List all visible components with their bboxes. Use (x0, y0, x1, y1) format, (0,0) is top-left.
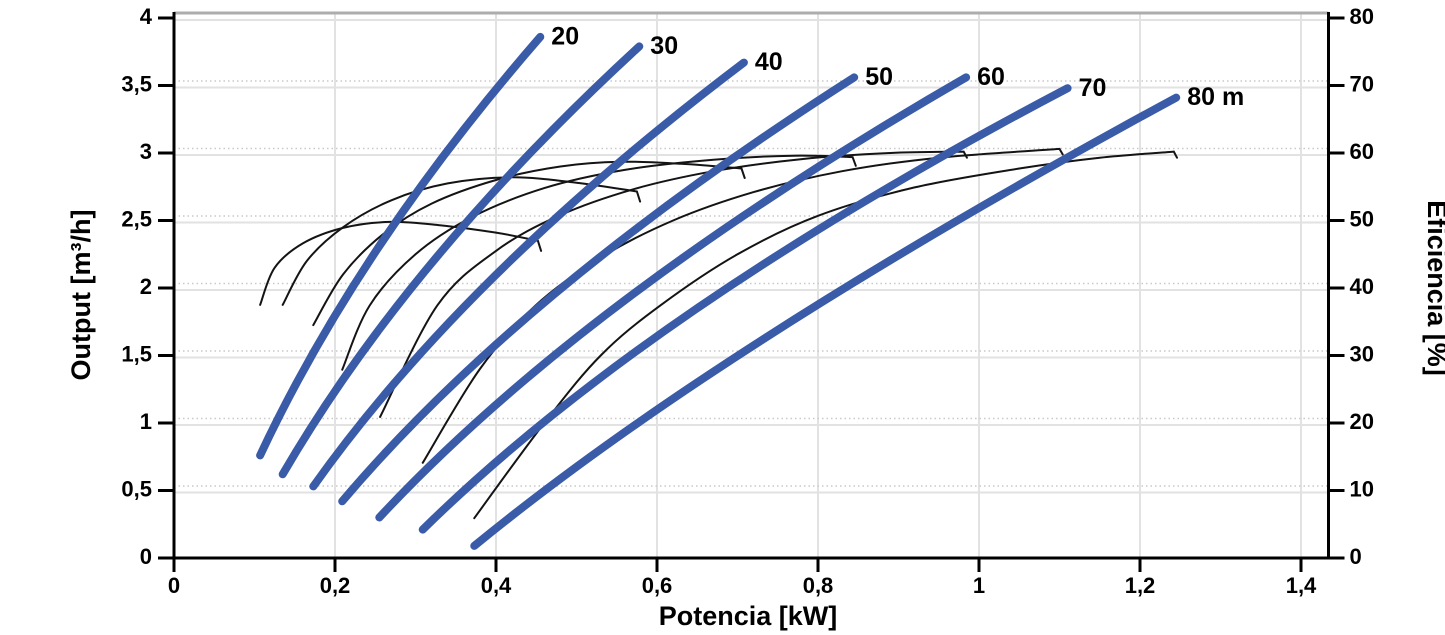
left-tick-label: 2,5 (121, 206, 152, 231)
left-tick-label: 2 (140, 274, 152, 299)
head-curve-label-50: 50 (865, 63, 893, 91)
right-tick-label: 10 (1350, 476, 1374, 501)
right-axis-title: Eficiencia [%] (1422, 200, 1445, 376)
head-curve-label-40: 40 (755, 48, 783, 76)
x-tick-label: 0 (168, 573, 180, 598)
right-tick-label: 60 (1350, 139, 1374, 164)
efficiency-curve-40 (312, 160, 746, 327)
head-curve-50 (338, 73, 859, 506)
x-tick-label: 1 (973, 573, 985, 598)
axes (158, 12, 1345, 572)
efficiency-curve-30 (281, 176, 642, 306)
efficiency-curve-50 (341, 154, 857, 371)
head-curve-80 (470, 93, 1181, 550)
gridlines (174, 11, 1329, 557)
right-tick-label: 70 (1350, 71, 1374, 96)
right-tick-label: 30 (1350, 341, 1374, 366)
x-tick-label: 1,2 (1125, 573, 1156, 598)
left-tick-label: 3,5 (121, 71, 152, 96)
x-tick-label: 0,2 (320, 573, 351, 598)
head-curve-70 (418, 84, 1072, 534)
x-tick-label: 1,4 (1286, 573, 1317, 598)
head-curve-label-60: 60 (977, 63, 1005, 91)
left-tick-label: 4 (140, 4, 153, 29)
efficiency-curve-20 (259, 220, 543, 306)
head-curve-label-30: 30 (650, 32, 678, 60)
right-tick-label: 40 (1350, 274, 1374, 299)
head-curve-30 (278, 42, 644, 479)
left-tick-label: 3 (140, 139, 152, 164)
x-tick-label: 0,4 (481, 573, 512, 598)
head-curves (256, 32, 1181, 550)
head-curve-20 (256, 32, 545, 460)
right-tick-label: 0 (1350, 544, 1362, 569)
right-tick-label: 50 (1350, 206, 1374, 231)
x-axis-title: Potencia [kW] (659, 601, 838, 631)
left-tick-label: 1,5 (121, 341, 152, 366)
head-curve-40 (309, 58, 748, 491)
left-tick-label: 1 (140, 409, 152, 434)
right-tick-label: 20 (1350, 409, 1374, 434)
curve-labels: 20 30 40 50 60 70 80 m (551, 23, 1244, 112)
efficiency-curves (259, 147, 1178, 520)
left-tick-label: 0,5 (121, 476, 152, 501)
head-curve-60 (375, 73, 971, 522)
right-tick-label: 80 (1350, 4, 1374, 29)
left-tick-label: 0 (140, 544, 152, 569)
head-curve-label-20: 20 (551, 23, 579, 51)
head-curve-label-70: 70 (1079, 74, 1107, 102)
efficiency-curve-60 (379, 150, 968, 418)
head-curve-label-80: 80 m (1187, 83, 1244, 111)
left-axis-title: Output [m³/h] (66, 210, 96, 381)
x-tick-label: 0,8 (803, 573, 834, 598)
x-tick-label: 0,6 (642, 573, 673, 598)
